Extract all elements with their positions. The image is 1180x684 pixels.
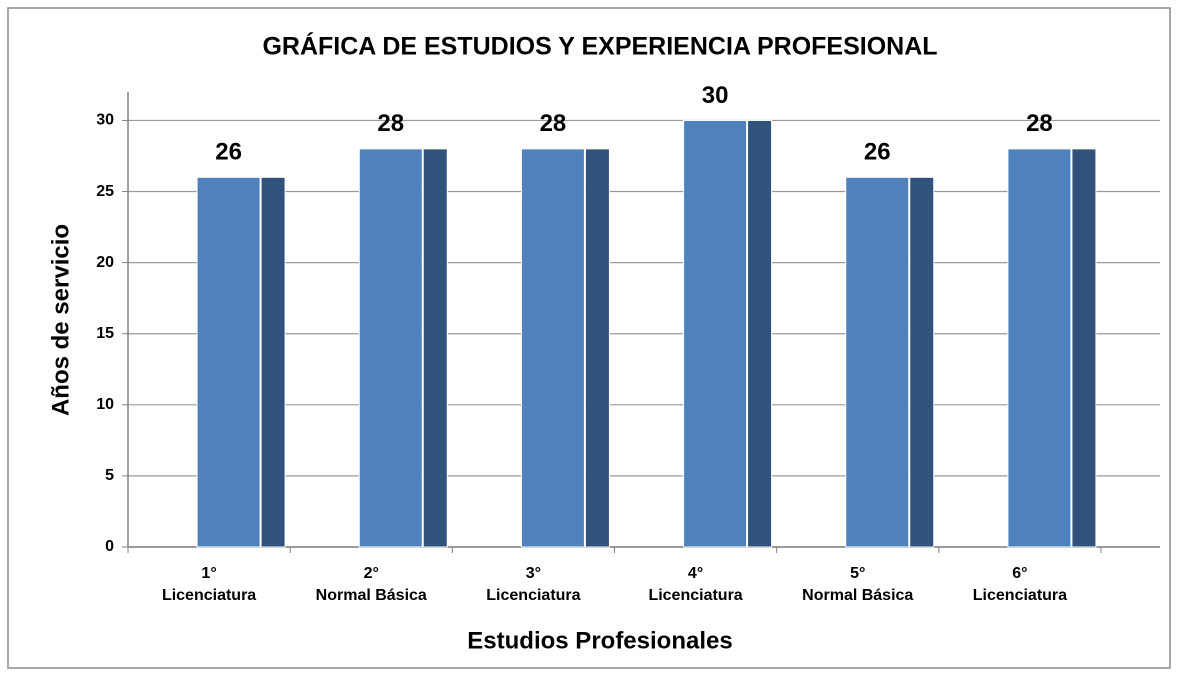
- x-tick-label: Normal Básica: [802, 587, 913, 604]
- y-tick-label: 25: [96, 183, 114, 200]
- bar-side: [747, 119, 773, 548]
- y-tick-label: 20: [96, 254, 114, 271]
- x-tick-label: Licenciatura: [486, 587, 580, 604]
- value-label: 28: [377, 110, 404, 137]
- y-tick-label: 15: [96, 325, 114, 342]
- bar: [358, 148, 423, 548]
- value-label: 30: [702, 82, 729, 109]
- value-label: 26: [215, 139, 242, 166]
- y-tick-label: 30: [96, 112, 114, 129]
- chart-title: GRÁFICA DE ESTUDIOS Y EXPERIENCIA PROFES…: [262, 32, 937, 61]
- x-tick-label: Licenciatura: [648, 587, 742, 604]
- x-tick-label: 6°: [1012, 565, 1027, 582]
- bar-side: [260, 176, 286, 548]
- x-tick-label: 1°: [201, 565, 216, 582]
- value-label: 26: [864, 139, 891, 166]
- bar-side: [909, 176, 935, 548]
- x-tick-label: 4°: [688, 565, 703, 582]
- y-tick-label: 10: [96, 396, 114, 413]
- bar: [196, 176, 261, 548]
- bar: [1007, 148, 1072, 548]
- y-axis-label: Años de servicio: [47, 224, 74, 416]
- x-tick-label: 5°: [850, 565, 865, 582]
- bar: [845, 176, 910, 548]
- y-tick-label: 0: [105, 538, 114, 555]
- x-tick-label: Licenciatura: [973, 587, 1067, 604]
- bar-side: [1071, 148, 1097, 548]
- value-label: 28: [1026, 110, 1053, 137]
- bar-side: [584, 148, 610, 548]
- x-tick-label: Licenciatura: [162, 587, 256, 604]
- x-tick-label: 3°: [526, 565, 541, 582]
- bar: [683, 119, 748, 548]
- bar-side: [422, 148, 448, 548]
- bar: [520, 148, 585, 548]
- value-label: 28: [540, 110, 567, 137]
- x-tick-label: 2°: [364, 565, 379, 582]
- x-tick-label: Normal Básica: [316, 587, 427, 604]
- y-tick-label: 5: [105, 467, 114, 484]
- x-axis-label: Estudios Profesionales: [467, 627, 732, 654]
